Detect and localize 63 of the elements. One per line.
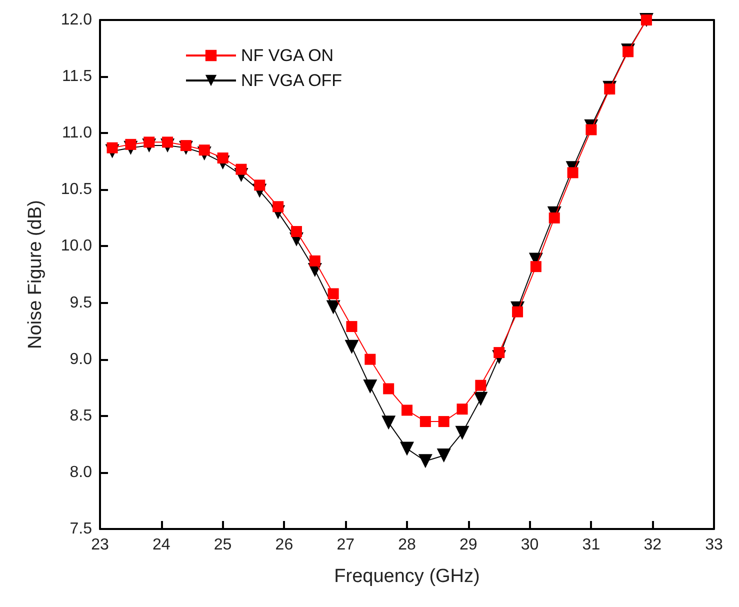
point <box>344 340 359 354</box>
x-tick-label: 32 <box>644 536 662 554</box>
point <box>198 144 210 156</box>
point <box>106 142 118 154</box>
point <box>290 226 302 238</box>
x-tick-label: 31 <box>582 536 600 554</box>
point <box>455 426 470 440</box>
point <box>125 138 136 150</box>
y-tick-label: 12.0 <box>60 12 92 28</box>
point <box>402 404 412 416</box>
y-tick-label: 11.0 <box>62 124 92 142</box>
point <box>436 448 451 462</box>
point <box>162 136 174 148</box>
point <box>382 416 396 430</box>
y-tick-label: 7.5 <box>70 520 92 538</box>
point <box>604 84 616 94</box>
y-axis-title: Noise Figure (dB) <box>25 200 46 349</box>
legend-label: NF VGA ON <box>241 46 334 65</box>
point <box>586 124 597 136</box>
point <box>474 392 488 406</box>
point <box>217 152 228 164</box>
point <box>622 46 634 58</box>
y-tick-label: 8.0 <box>70 464 92 481</box>
point <box>530 261 542 272</box>
x-tick-label: 29 <box>460 536 478 554</box>
point <box>475 380 486 391</box>
point <box>328 288 339 300</box>
x-tick-label: 25 <box>214 536 232 554</box>
x-tick-label: 24 <box>152 536 170 554</box>
y-tick-label: 11.5 <box>62 68 92 86</box>
y-tick-label: 9.0 <box>70 350 92 368</box>
y-tick-label: 10.0 <box>60 238 92 255</box>
point <box>364 354 376 365</box>
y-tick-label: 9.5 <box>70 294 92 312</box>
point <box>400 442 414 456</box>
x-axis-title: Frequency (GHz) <box>334 566 480 587</box>
y-tick-label: 10.5 <box>60 181 92 198</box>
point <box>363 379 378 394</box>
point <box>254 180 266 191</box>
point <box>494 347 505 358</box>
x-tick-label: 27 <box>336 536 355 554</box>
point <box>309 255 320 266</box>
y-tick-label: 8.5 <box>70 407 92 424</box>
point <box>346 321 358 332</box>
x-tick-label: 33 <box>705 536 723 554</box>
point <box>567 167 578 178</box>
point <box>326 300 340 314</box>
x-tick-label: 26 <box>275 536 294 554</box>
point <box>180 140 192 152</box>
point <box>420 416 431 428</box>
legend-label: NF VGA OFF <box>241 71 342 90</box>
point <box>272 201 284 212</box>
point <box>236 164 247 175</box>
point <box>456 404 468 415</box>
x-tick-label: 30 <box>520 536 539 554</box>
point <box>438 416 450 428</box>
point <box>512 306 524 318</box>
point <box>548 212 560 224</box>
x-tick-label: 23 <box>91 536 109 554</box>
x-tick-label: 28 <box>398 536 416 554</box>
point <box>144 136 155 148</box>
point <box>418 454 432 468</box>
point <box>383 383 394 394</box>
